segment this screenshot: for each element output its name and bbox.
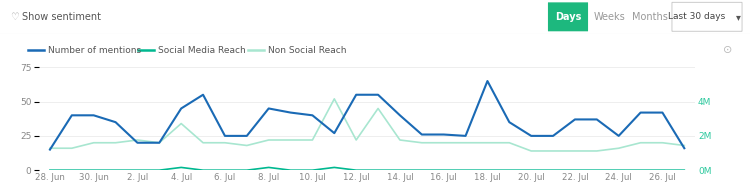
Text: Weeks: Weeks <box>594 12 626 22</box>
Text: ♡: ♡ <box>10 12 19 22</box>
Text: ⊙: ⊙ <box>723 45 733 56</box>
FancyBboxPatch shape <box>672 2 742 31</box>
Text: Number of mentions: Number of mentions <box>48 46 141 55</box>
Text: Months: Months <box>632 12 668 22</box>
FancyBboxPatch shape <box>548 2 588 31</box>
Text: Non Social Reach: Non Social Reach <box>268 46 346 55</box>
Text: Last 30 days: Last 30 days <box>668 12 725 21</box>
Text: Days: Days <box>555 12 581 22</box>
Text: Social Media Reach: Social Media Reach <box>158 46 246 55</box>
Text: ▾: ▾ <box>736 12 740 22</box>
Text: Show sentiment: Show sentiment <box>22 12 101 22</box>
